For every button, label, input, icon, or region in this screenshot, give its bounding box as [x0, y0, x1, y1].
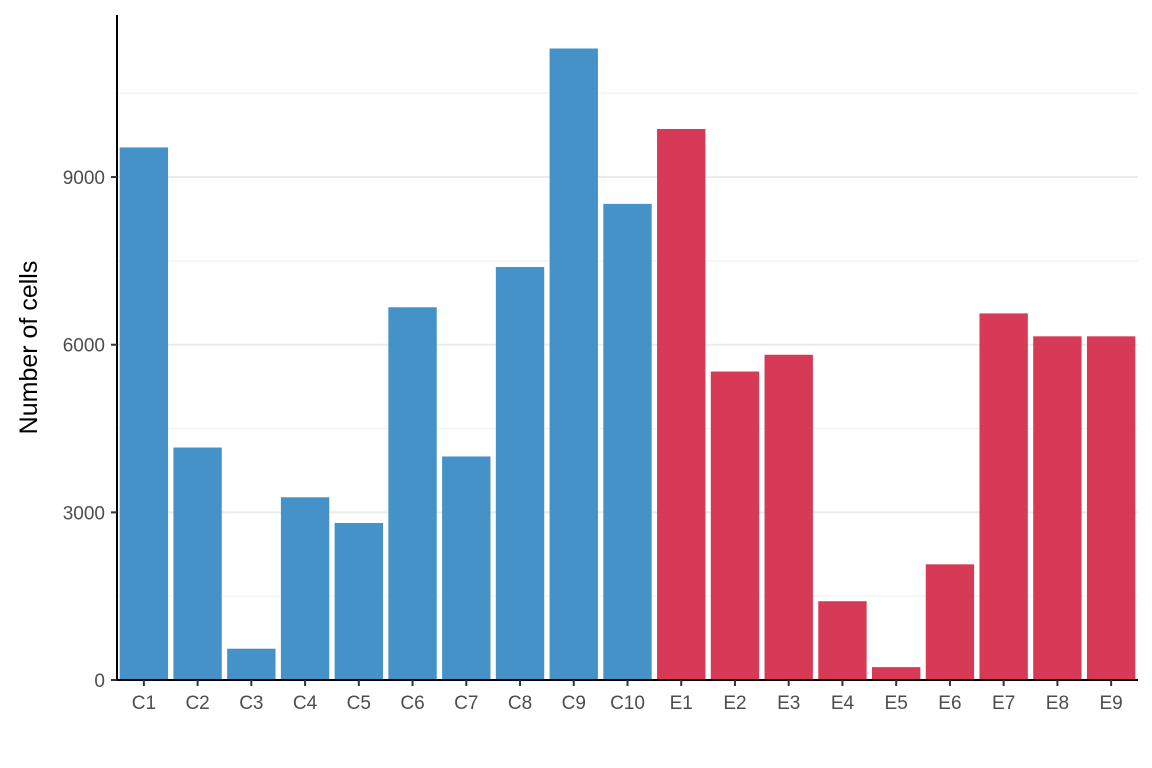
x-tick-label: E5 [885, 693, 908, 714]
x-tick-label: C4 [293, 693, 318, 714]
x-tick-label: E6 [938, 693, 961, 714]
x-tick-label: C7 [454, 693, 478, 714]
y-tick-label: 6000 [63, 336, 105, 357]
bar-E4 [818, 601, 867, 680]
x-ticks: C1 C2 C3 C4 C5 C6 C7 C8 C9 C10 E1 E2 E3 E4 E5 E6 E7 E8 E9 [132, 680, 1123, 714]
bar-E2 [710, 371, 760, 680]
x-tick-label: C1 [132, 693, 156, 714]
bar-C5 [334, 522, 383, 680]
bar-C2 [173, 447, 222, 680]
x-tick-label: E4 [831, 693, 855, 714]
x-tick-label: C2 [185, 693, 209, 714]
x-tick-label: E3 [777, 693, 800, 714]
x-tick-label: C5 [347, 693, 371, 714]
y-axis-label: Number of cells [15, 261, 43, 435]
y-tick-label: 9000 [63, 168, 105, 189]
bars [119, 48, 1136, 681]
bar-C7 [442, 456, 491, 680]
y-tick-label: 3000 [63, 503, 105, 524]
y-tick-label: 0 [94, 671, 105, 692]
bar-E8 [1033, 336, 1082, 680]
bar-E6 [925, 564, 975, 680]
bar-C8 [495, 267, 545, 680]
bar-E5 [872, 667, 921, 680]
bar-E9 [1086, 336, 1136, 680]
bar-E1 [657, 129, 706, 680]
bar-C10 [603, 203, 652, 680]
bar-C1 [119, 147, 169, 681]
bar-C4 [280, 497, 330, 680]
x-tick-label: C3 [239, 693, 263, 714]
bar-E3 [764, 354, 813, 680]
x-tick-label: E7 [992, 693, 1015, 714]
x-tick-label: C9 [562, 693, 586, 714]
x-tick-label: C8 [508, 693, 532, 714]
bar-C6 [388, 307, 437, 680]
y-ticks: 0 3000 6000 9000 [63, 168, 117, 692]
bar-C9 [549, 48, 598, 680]
bar-C3 [227, 648, 276, 680]
x-tick-label: C10 [610, 693, 645, 714]
x-tick-label: E9 [1100, 693, 1123, 714]
x-tick-label: C6 [400, 693, 424, 714]
bar-E7 [979, 313, 1028, 680]
x-tick-label: E2 [723, 693, 746, 714]
x-tick-label: E1 [670, 693, 693, 714]
x-tick-label: E8 [1046, 693, 1069, 714]
